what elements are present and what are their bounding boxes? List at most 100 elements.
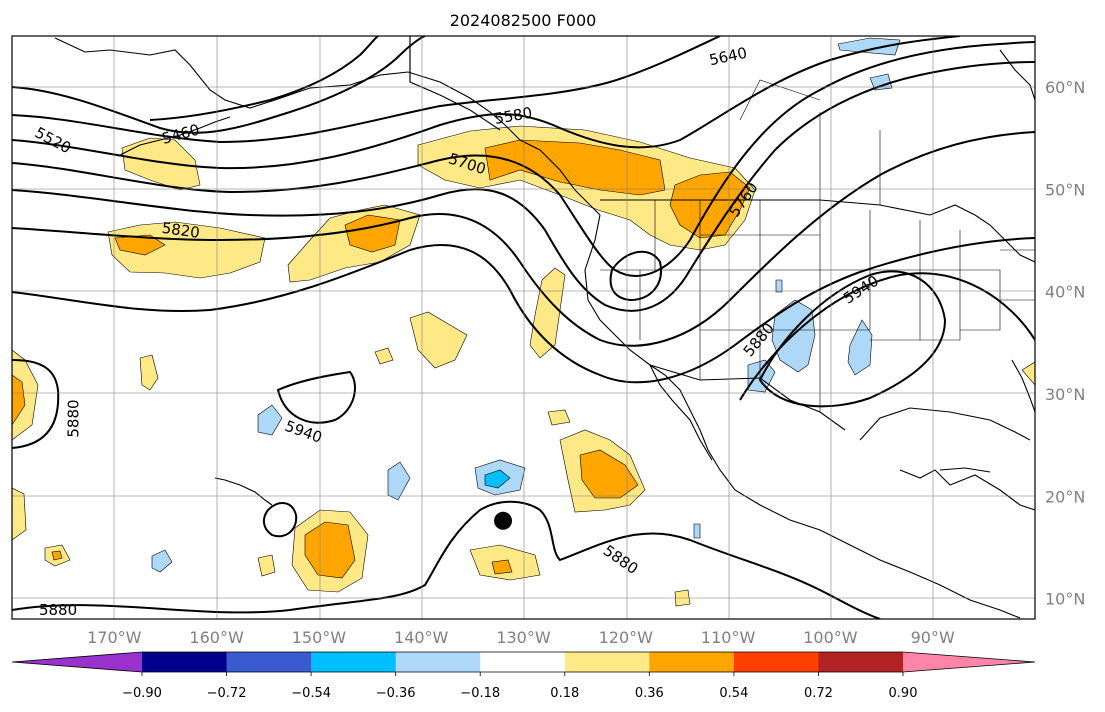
colorbar-tick-label: −0.90: [122, 686, 162, 701]
anomaly-region-small-7: [1021, 361, 1035, 386]
graticule: [12, 36, 1035, 619]
anomaly-region-small-3-core: [51, 550, 63, 561]
colorbar-extend-min: [12, 652, 142, 672]
lon-tick-label: 160°W: [189, 628, 244, 647]
negative-region-rockies-dot: [775, 279, 783, 293]
contour-label: 5880: [64, 399, 82, 437]
lon-tick-label: 90°W: [911, 628, 955, 647]
lon-tick-label: 150°W: [292, 628, 347, 647]
colorbar-tick-label: −0.72: [207, 686, 247, 701]
lon-tick-label: 140°W: [394, 628, 449, 647]
contour-label-text: 5880: [64, 399, 82, 437]
anomaly-region-off-baja-core: [579, 449, 639, 499]
height-contours: [12, 36, 1035, 619]
contour-5700: [12, 41, 1035, 277]
coastline-hudson-east: [999, 49, 1035, 101]
colorbar: −0.90 −0.72 −0.54 −0.36 −0.18 0.18 0.36 0.54 0.7…: [11, 651, 1036, 701]
colorbar-segment: [818, 652, 904, 672]
lat-tick-label: 40°N: [1045, 283, 1085, 302]
negative-region-hawaii-west: [151, 549, 173, 573]
colorbar-extend-max: [903, 652, 1035, 672]
coastline-aleutians: [119, 116, 231, 156]
colorbar-segment: [480, 652, 566, 672]
storm-center-marker: [494, 511, 513, 530]
negative-region-north-of-hawaii: [257, 404, 283, 436]
lon-tick-label: 100°W: [803, 628, 858, 647]
contour-5940-east: [758, 270, 947, 408]
longitude-labels: 170°W 160°W 150°W 140°W 130°W 120°W 110°W 100°W…: [87, 628, 955, 647]
colorbar-segment: [142, 652, 228, 672]
colorbar-segment: [733, 652, 819, 672]
colorbar-segment: [649, 652, 735, 672]
colorbar-tick-label: −0.18: [460, 686, 500, 701]
negative-region-alaska-north: [837, 37, 901, 56]
anomaly-region-central-pacific: [409, 311, 468, 369]
negative-region-central-pacific: [387, 461, 411, 501]
latitude-labels: 10°N 20°N 30°N 40°N 50°N 60°N: [1045, 78, 1085, 608]
anomaly-region-west-edge-2: [12, 487, 27, 541]
lon-tick-label: 110°W: [701, 628, 756, 647]
anomaly-region-california: [529, 267, 566, 359]
contour-5880-main: [12, 237, 1035, 384]
lat-tick-label: 10°N: [1045, 590, 1085, 609]
map-panel: 5520 546055805640570057605820594058805880…: [11, 35, 1036, 620]
colorbar-segment: [395, 652, 481, 672]
contour-5820: [12, 131, 1035, 347]
lon-tick-label: 130°W: [496, 628, 551, 647]
lat-tick-label: 20°N: [1045, 487, 1085, 506]
lat-tick-label: 50°N: [1045, 180, 1085, 199]
colorbar-tick-label: −0.36: [376, 686, 416, 701]
negative-region-great-basin: [771, 299, 816, 373]
contour-5580: [12, 36, 721, 144]
colorbar-segment: [311, 652, 397, 672]
negative-region-baja-dot: [693, 523, 701, 539]
coastline-cuba: [939, 467, 991, 473]
contour-5520: [12, 36, 426, 134]
colorbar-tick-label: 0.54: [719, 686, 748, 701]
colorbar-segment: [226, 652, 312, 672]
contour-5460: [149, 36, 379, 121]
lat-tick-label: 30°N: [1045, 385, 1085, 404]
border-us-mexico: [649, 364, 846, 431]
map-frame: [11, 35, 1036, 620]
anomaly-region-small-4: [257, 554, 276, 577]
anomaly-region-small-5: [547, 409, 571, 426]
contour-5640: [12, 36, 961, 170]
colorbar-tick-label: 0.18: [550, 686, 579, 701]
map-background: [12, 36, 1035, 619]
contour-5880-hawaii-ring: [262, 502, 298, 538]
coastline-gulf-of-mexico: [859, 407, 1031, 441]
anomaly-region-pacific-northwest-core: [484, 139, 666, 196]
coastline-us-west: [584, 214, 1021, 619]
anomaly-region-gulf-of-alaska: [121, 137, 201, 191]
coastline-baja: [649, 364, 713, 461]
negative-region-east-pacific-core: [484, 469, 511, 489]
coastline-great-lakes: [929, 204, 1035, 263]
contour-label-text: 5820: [161, 219, 201, 242]
coastline-hawaii: [214, 477, 273, 506]
colorbar-segment: [564, 652, 650, 672]
map-title: 2024082500 F000: [450, 11, 597, 30]
colorbar-tick-label: 0.36: [635, 686, 664, 701]
anomaly-region-small-2: [139, 354, 159, 391]
colorbar-tick-label: −0.54: [291, 686, 331, 701]
lon-tick-label: 170°W: [87, 628, 142, 647]
lon-tick-label: 120°W: [599, 628, 654, 647]
contour-label-text: 5880: [39, 601, 77, 619]
coastline-yucatan: [899, 469, 1035, 511]
contour-label: 5880: [39, 601, 77, 619]
anomaly-region-tropics-core: [491, 559, 513, 575]
anomaly-region-west-edge-core: [12, 374, 26, 426]
contour-5880-east: [739, 272, 1035, 401]
anomaly-region-small-1: [374, 347, 394, 365]
storm-marker: [494, 511, 513, 530]
negative-region-alaska-small: [869, 73, 893, 91]
contour-5940-mid: [276, 370, 356, 424]
colorbar-tick-label: 0.72: [804, 686, 833, 701]
state-borders: [600, 79, 1035, 412]
anomaly-region-hawaii-south-core: [304, 521, 356, 579]
contour-5880-south: [12, 500, 881, 619]
coastline-florida: [1011, 359, 1035, 413]
negative-region-texas: [847, 319, 873, 376]
